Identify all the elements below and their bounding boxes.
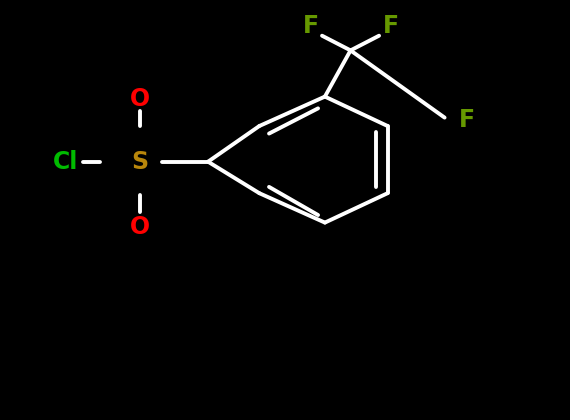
Text: O: O [129,87,150,111]
Text: S: S [131,150,148,174]
Text: F: F [303,14,319,38]
Text: O: O [129,215,150,239]
Text: F: F [459,108,475,132]
Text: Cl: Cl [53,150,78,174]
Text: F: F [382,14,398,38]
